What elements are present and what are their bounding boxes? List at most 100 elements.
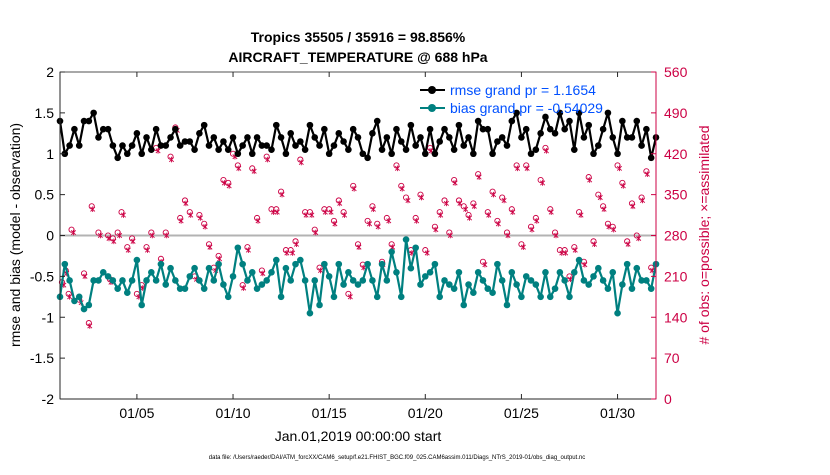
obs-possible-marker bbox=[503, 229, 511, 236]
series-point-rmse bbox=[287, 130, 295, 137]
obs-assimilated-marker bbox=[578, 212, 584, 218]
series-point-rmse bbox=[152, 125, 160, 133]
obs-assimilated-marker bbox=[591, 241, 597, 248]
series-point-bias bbox=[542, 268, 549, 276]
y-left-tick-label: -1 bbox=[42, 309, 55, 325]
obs-assimilated-marker bbox=[290, 250, 296, 256]
series-point-bias bbox=[575, 256, 583, 264]
obs-assimilated-marker bbox=[543, 148, 549, 154]
obs-assimilated-marker bbox=[482, 261, 488, 268]
y-right-tick-label: 420 bbox=[664, 146, 688, 162]
x-tick-label: 01/05 bbox=[119, 405, 154, 421]
obs-assimilated-marker bbox=[424, 250, 430, 256]
series-point-bias bbox=[643, 277, 650, 284]
obs-assimilated-marker bbox=[611, 226, 617, 233]
obs-assimilated-marker bbox=[501, 197, 507, 204]
obs-assimilated-marker bbox=[245, 247, 251, 253]
series-point-bias bbox=[522, 273, 530, 280]
obs-assimilated-marker bbox=[130, 238, 136, 245]
legend-label-rmse: rmse grand pr = 1.1654 bbox=[450, 82, 596, 98]
series-point-bias bbox=[229, 273, 237, 280]
series-point-rmse bbox=[258, 142, 266, 149]
series-point-rmse bbox=[628, 134, 636, 141]
obs-possible-marker bbox=[393, 162, 400, 169]
series-point-rmse bbox=[229, 134, 237, 141]
series-point-bias bbox=[71, 297, 78, 305]
series-point-rmse bbox=[431, 150, 439, 158]
obs-possible-marker bbox=[254, 214, 261, 222]
obs-assimilated-marker bbox=[620, 183, 626, 189]
obs-possible-marker bbox=[201, 220, 208, 227]
series-point-bias bbox=[460, 301, 468, 309]
y-left-tick-label: 0.5 bbox=[35, 187, 55, 203]
series-point-bias bbox=[306, 309, 314, 317]
series-point-bias bbox=[450, 285, 458, 292]
series-point-bias bbox=[268, 268, 275, 276]
series-point-bias bbox=[181, 285, 189, 292]
obs-assimilated-marker bbox=[87, 323, 93, 329]
obs-assimilated-marker bbox=[367, 221, 373, 227]
obs-assimilated-marker bbox=[466, 215, 473, 221]
series-point-rmse bbox=[580, 134, 588, 141]
series-point-rmse bbox=[109, 142, 117, 149]
obs-possible-marker bbox=[220, 176, 227, 184]
series-point-rmse bbox=[248, 150, 256, 158]
obs-possible-marker bbox=[633, 232, 640, 239]
obs-possible-marker bbox=[619, 179, 626, 186]
series-point-rmse bbox=[503, 142, 511, 149]
y-left-tick-label: 1.5 bbox=[35, 105, 55, 121]
obs-possible-marker bbox=[455, 197, 462, 204]
obs-assimilated-marker bbox=[515, 165, 521, 172]
series-point-bias bbox=[109, 277, 117, 284]
series-point-bias bbox=[176, 285, 184, 292]
obs-assimilated-marker bbox=[644, 171, 650, 177]
obs-assimilated-marker bbox=[351, 185, 357, 192]
obs-assimilated-marker bbox=[337, 200, 343, 207]
series-point-bias bbox=[373, 293, 381, 301]
obs-possible-marker bbox=[470, 200, 477, 207]
obs-assimilated-marker bbox=[601, 206, 607, 213]
series-point-bias bbox=[446, 281, 453, 288]
series-point-rmse bbox=[599, 125, 607, 133]
obs-possible-marker bbox=[508, 206, 515, 213]
obs-assimilated-marker bbox=[463, 206, 469, 213]
series-point-bias bbox=[638, 277, 645, 284]
obs-assimilated-marker bbox=[251, 168, 257, 175]
series-point-rmse bbox=[570, 146, 578, 153]
series-point-rmse bbox=[412, 142, 419, 149]
series-point-bias bbox=[152, 277, 160, 284]
series-point-bias bbox=[570, 268, 578, 276]
obs-assimilated-marker bbox=[587, 177, 593, 183]
series-point-bias bbox=[508, 268, 516, 276]
obs-possible-marker bbox=[576, 209, 583, 216]
obs-assimilated-marker bbox=[457, 200, 463, 207]
obs-possible-marker bbox=[205, 241, 213, 248]
obs-assimilated-marker bbox=[510, 209, 516, 215]
obs-assimilated-marker bbox=[313, 229, 319, 236]
obs-possible-marker bbox=[595, 191, 602, 198]
series-point-rmse bbox=[585, 121, 593, 129]
obs-possible-marker bbox=[494, 217, 501, 224]
obs-assimilated-marker bbox=[476, 174, 482, 180]
series-point-rmse bbox=[263, 142, 270, 149]
obs-assimilated-marker bbox=[279, 191, 285, 198]
series-point-bias bbox=[301, 277, 309, 284]
obs-assimilated-marker bbox=[370, 206, 376, 213]
y-right-tick-label: 70 bbox=[664, 350, 680, 366]
y-right-tick-label: 350 bbox=[664, 187, 688, 203]
series-point-bias bbox=[455, 268, 463, 276]
series-point-rmse bbox=[402, 146, 410, 153]
x-axis-label: Jan.01,2019 00:00:00 start bbox=[275, 428, 442, 444]
obs-possible-marker bbox=[571, 244, 578, 251]
series-point-rmse bbox=[71, 125, 78, 133]
obs-possible-marker bbox=[523, 162, 530, 169]
series-point-bias bbox=[349, 277, 357, 284]
series-point-bias bbox=[388, 248, 395, 256]
series-point-rmse bbox=[537, 130, 544, 137]
series-point-bias bbox=[340, 281, 347, 288]
series-point-bias bbox=[383, 277, 391, 284]
obs-possible-marker bbox=[249, 165, 256, 172]
y-right-tick-label: 560 bbox=[664, 64, 688, 80]
y-left-tick-label: -1.5 bbox=[30, 350, 54, 366]
series-point-bias bbox=[431, 260, 439, 268]
